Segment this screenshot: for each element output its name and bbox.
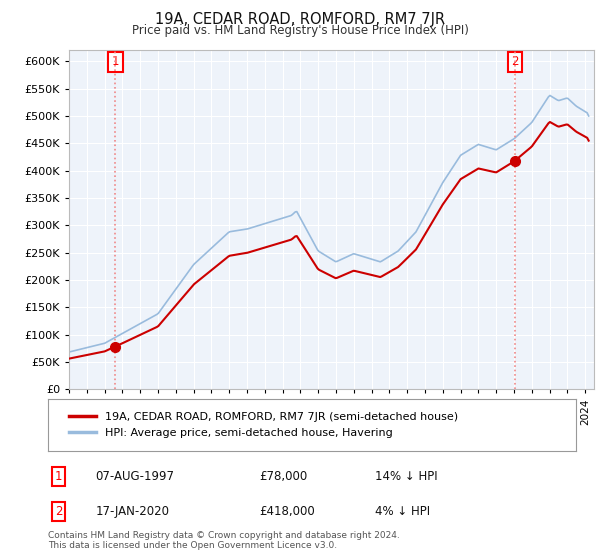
Text: 2: 2: [55, 505, 62, 518]
Text: 4% ↓ HPI: 4% ↓ HPI: [376, 505, 430, 518]
Text: 1: 1: [112, 55, 119, 68]
Text: 2: 2: [511, 55, 518, 68]
Text: 17-JAN-2020: 17-JAN-2020: [95, 505, 170, 518]
Text: £418,000: £418,000: [259, 505, 315, 518]
Legend: 19A, CEDAR ROAD, ROMFORD, RM7 7JR (semi-detached house), HPI: Average price, sem: 19A, CEDAR ROAD, ROMFORD, RM7 7JR (semi-…: [64, 407, 463, 443]
Text: 14% ↓ HPI: 14% ↓ HPI: [376, 470, 438, 483]
Text: £78,000: £78,000: [259, 470, 307, 483]
Text: Price paid vs. HM Land Registry's House Price Index (HPI): Price paid vs. HM Land Registry's House …: [131, 24, 469, 36]
Text: 07-AUG-1997: 07-AUG-1997: [95, 470, 175, 483]
Text: 19A, CEDAR ROAD, ROMFORD, RM7 7JR: 19A, CEDAR ROAD, ROMFORD, RM7 7JR: [155, 12, 445, 27]
Text: 1: 1: [55, 470, 62, 483]
Text: Contains HM Land Registry data © Crown copyright and database right 2024.
This d: Contains HM Land Registry data © Crown c…: [48, 531, 400, 550]
